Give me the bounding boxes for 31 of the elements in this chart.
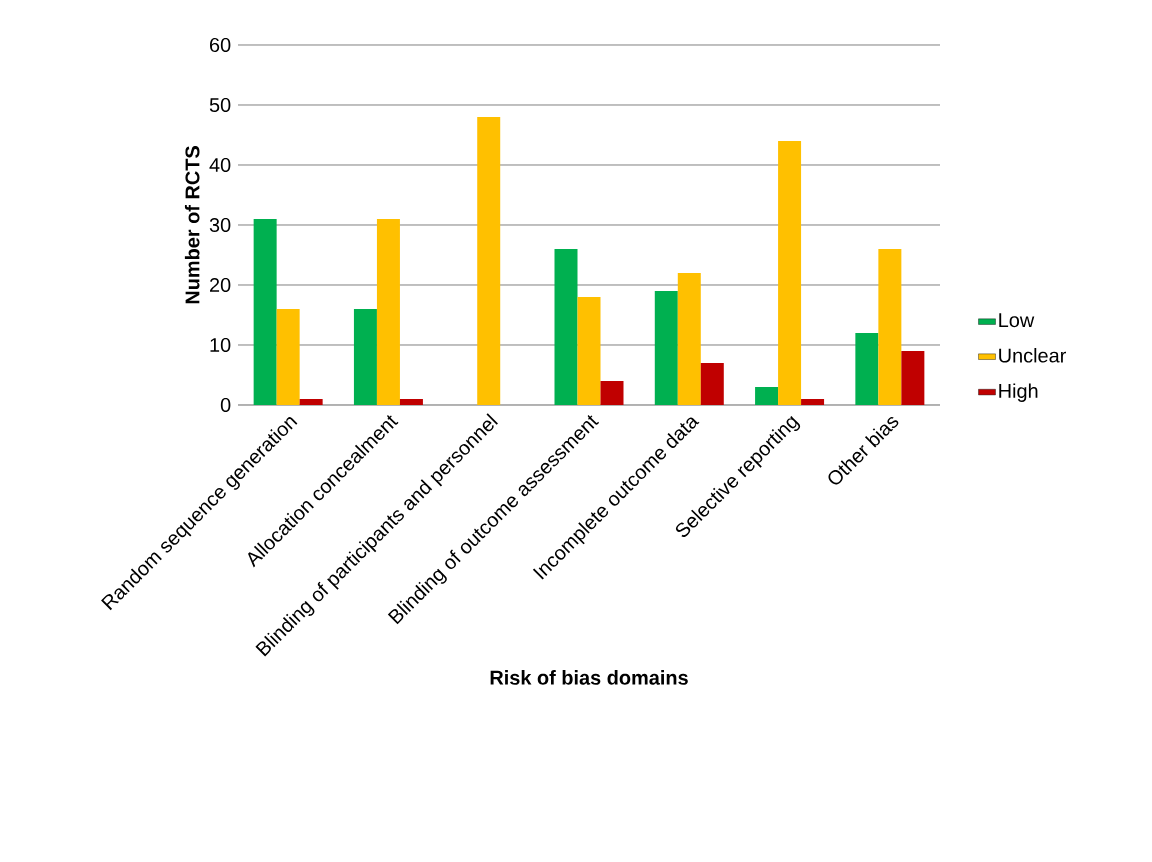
y-tick-label: 30 [209,217,231,233]
y-tick-label: 60 [210,37,231,53]
y-tick-label: 10 [210,337,231,353]
bar [554,249,578,405]
bar [901,351,925,405]
bar [276,309,300,405]
bar [299,399,323,405]
y-tick-label: 0 [220,397,231,413]
bar [755,387,779,405]
legend-label: High [999,383,1038,402]
bar [477,117,501,405]
y-tick-label: 40 [209,157,231,173]
bar [399,399,423,405]
bar [577,297,601,405]
y-tick-label: 50 [209,97,231,113]
legend-label: Unclear [999,347,1066,363]
bar [253,219,277,405]
y-tick-label: 20 [210,277,231,293]
legend-label: Low [999,313,1035,328]
x-axis-title: Risk of bias domains [490,670,688,685]
y-axis-title: Number of RCTS [184,146,200,304]
bar [878,249,902,405]
bar [654,291,678,405]
bar [600,381,624,405]
bar [778,141,802,405]
bar [677,273,701,405]
bar [376,219,400,405]
bar [353,309,377,405]
bar [855,333,879,405]
bar [801,399,825,405]
bar [700,363,724,405]
